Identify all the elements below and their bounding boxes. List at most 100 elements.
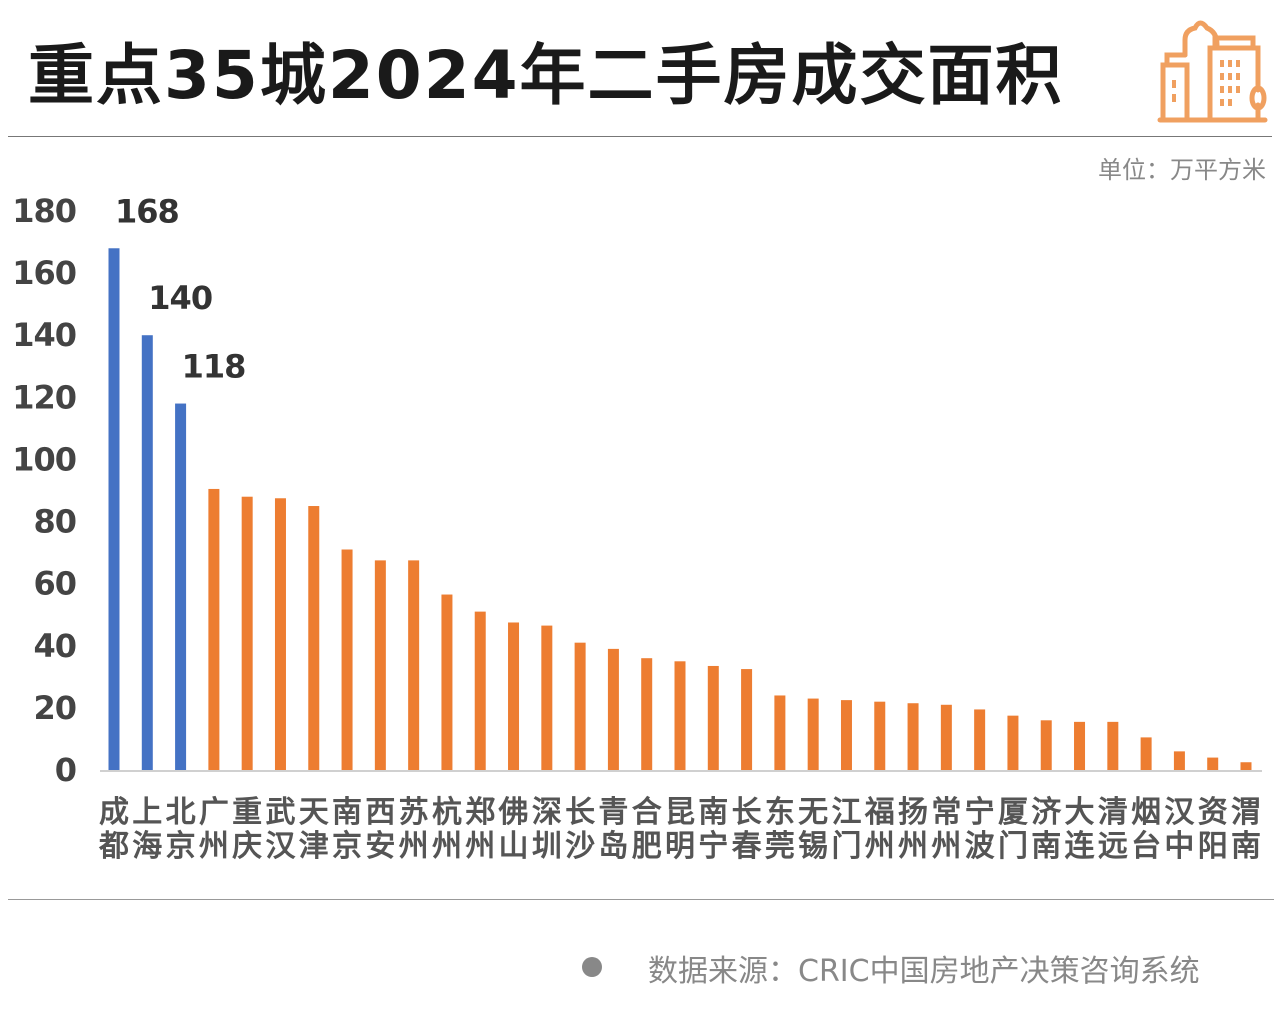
x-tick-label: 明 [665,829,695,864]
x-tick-label: 江江门 [831,795,861,830]
x-tick-label: 莞 [765,829,795,864]
x-tick-label: 都 [98,829,129,864]
bar-昆明 [674,661,686,770]
y-tick-label: 80 [33,503,76,541]
x-tick-label: 渭渭南 [1231,795,1261,830]
data-label: 140 [148,279,212,317]
y-tick-label: 100 [12,440,76,478]
x-tick-label: 宁 [698,829,728,864]
bar-成都 [108,248,120,770]
bar-扬州 [907,703,919,770]
y-tick-label: 180 [12,192,76,230]
bar-渭南 [1240,762,1252,770]
x-tick-label: 青青岛 [598,795,628,830]
bar-深圳 [541,625,553,770]
x-tick-label: 资资阳 [1198,795,1228,830]
x-tick-label: 州 [931,829,961,864]
bar-上海 [141,335,153,770]
x-tick-label: 岛 [598,829,628,864]
x-tick-label: 远 [1098,829,1128,864]
x-tick-label: 庆 [232,829,262,864]
x-tick-label: 佛佛山 [498,795,529,830]
bar-长春 [741,669,753,770]
bullet-dot [582,957,602,977]
x-tick-label: 圳 [532,829,562,864]
x-tick-label: 东东莞 [765,795,795,830]
x-tick-label: 武武汉 [265,795,295,830]
x-tick-label: 大大连 [1065,795,1095,830]
bar-合肥 [641,658,653,770]
x-tick-label: 山 [499,829,529,864]
x-tick-label: 无无锡 [798,795,828,830]
x-tick-label: 门 [998,829,1028,864]
bar-chart: 020406080100120140160180成成都都上上海海北北京京广广州州… [12,192,1262,864]
x-tick-label: 厦厦门 [998,795,1028,830]
bar-东莞 [774,695,786,770]
bar-资阳 [1207,757,1219,770]
bar-清远 [1107,721,1119,770]
x-tick-label: 汉 [265,829,296,864]
bar-重庆 [241,496,253,770]
bar-郑州 [474,611,486,770]
bar-佛山 [508,622,520,770]
x-tick-label: 长长春 [732,795,762,830]
bar-无锡 [807,698,819,770]
x-tick-label: 州 [432,829,462,864]
x-tick-label: 州 [199,829,229,864]
x-tick-label: 清清远 [1098,795,1128,830]
footer-divider [8,899,1274,900]
unit-label: 单位：万平方米 [1098,156,1266,184]
bar-济南 [1040,720,1052,770]
source-note: 数据来源：CRIC中国房地产决策咨询系统 [648,954,1200,989]
x-tick-label: 津 [299,829,329,864]
x-tick-label: 南 [1031,829,1061,864]
x-tick-label: 上上海 [132,795,162,830]
bar-宁波 [974,709,986,770]
x-tick-label: 锡 [798,829,828,864]
bar-长沙 [574,642,586,770]
x-tick-label: 济济南 [1031,795,1062,830]
bar-大连 [1074,721,1086,770]
x-tick-label: 沙 [565,829,595,864]
page-title: 重点35城2024年二手房成交面积 [28,37,1064,114]
x-tick-label: 扬扬州 [898,795,928,830]
x-tick-label: 烟烟台 [1131,795,1161,830]
x-tick-label: 北北京 [166,795,196,830]
x-tick-label: 宁宁波 [965,795,995,830]
y-tick-label: 40 [33,627,76,665]
x-tick-label: 台 [1131,829,1161,864]
bar-厦门 [1007,715,1019,770]
bar-武汉 [274,498,286,770]
x-tick-label: 广广州 [199,795,229,830]
x-tick-label: 州 [898,829,928,864]
x-tick-label: 深深圳 [532,795,562,830]
city-buildings-icon [1157,20,1268,123]
bar-天津 [308,506,320,770]
x-tick-label: 重重庆 [232,795,262,830]
data-label: 118 [182,348,246,386]
x-tick-label: 安 [365,829,395,864]
bar-烟台 [1140,737,1152,770]
x-tick-label: 春 [732,829,762,864]
x-tick-label: 阳 [1198,829,1228,864]
bar-北京 [175,403,187,770]
bar-苏州 [408,560,420,770]
data-label: 168 [115,192,179,230]
x-tick-label: 郑郑州 [465,795,495,830]
bar-西安 [374,560,386,770]
y-tick-label: 140 [12,316,76,354]
bar-广州 [208,488,220,770]
x-tick-label: 南南宁 [698,795,728,830]
x-tick-label: 中 [1164,829,1194,864]
x-tick-label: 昆昆明 [665,795,695,830]
x-tick-label: 合合肥 [632,795,662,830]
bar-汉中 [1173,751,1185,770]
y-tick-label: 120 [12,378,76,416]
x-tick-label: 南南京 [332,795,362,830]
x-tick-label: 肥 [632,829,662,864]
bar-福州 [874,701,886,770]
x-tick-label: 州 [865,829,895,864]
x-tick-label: 苏苏州 [399,795,429,830]
y-tick-label: 20 [33,689,76,727]
bar-南宁 [707,665,719,770]
